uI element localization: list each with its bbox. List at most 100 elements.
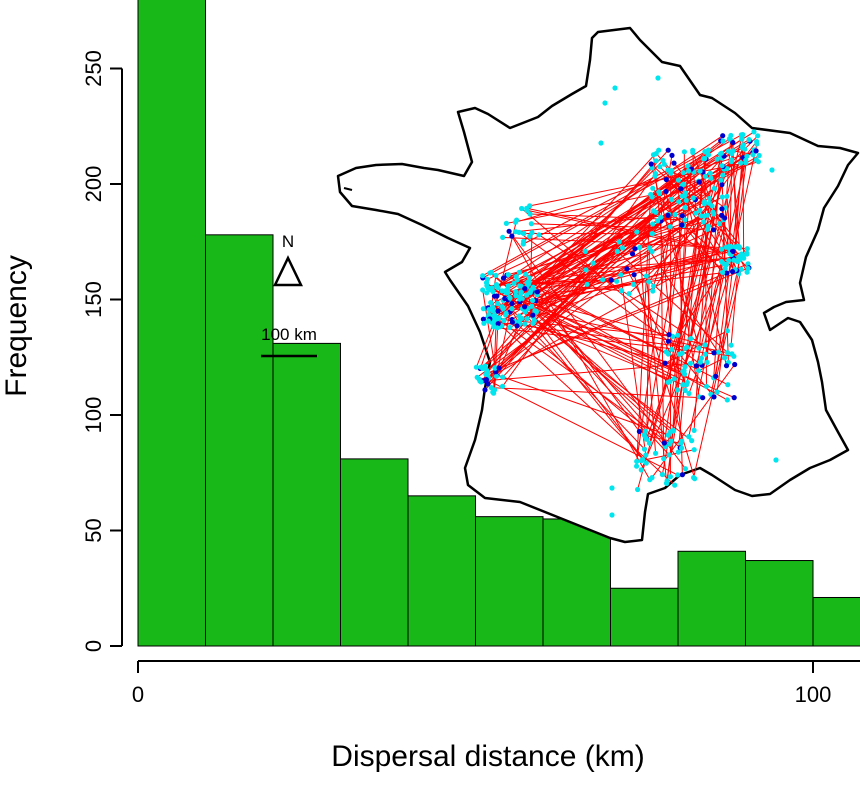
dispersal-origin-point [691, 195, 696, 200]
histogram-bar [138, 0, 206, 646]
dispersal-origin-point [509, 306, 514, 311]
dispersal-destination-point [680, 194, 685, 199]
dispersal-destination-point [487, 307, 492, 312]
dispersal-destination-point [708, 171, 713, 176]
dispersal-destination-point [493, 316, 498, 321]
dispersal-destination-point [523, 272, 528, 277]
dispersal-origin-point [591, 261, 596, 266]
dispersal-origin-point [745, 266, 750, 271]
x-axis: 0100200300400500600 [132, 661, 860, 707]
dispersal-origin-point [747, 137, 752, 142]
dispersal-destination-point [739, 267, 744, 272]
dispersal-origin-point [661, 456, 666, 461]
dispersal-origin-point [679, 439, 684, 444]
y-axis-title: Frequency [0, 255, 33, 397]
dispersal-destination-point [720, 163, 725, 168]
histogram-bar [611, 588, 679, 646]
dispersal-origin-point [736, 254, 741, 259]
dispersal-destination-point [501, 276, 506, 281]
dispersal-origin-point [653, 171, 658, 176]
histogram-bar [678, 551, 746, 646]
dispersal-origin-point [692, 428, 697, 433]
dispersal-destination-point [513, 289, 518, 294]
histogram-bar [206, 235, 274, 646]
dispersal-destination-point [484, 377, 489, 382]
dispersal-destination-point [529, 221, 534, 226]
dispersal-origin-point [672, 376, 677, 381]
dispersal-origin-point [481, 321, 486, 326]
dispersal-origin-point [744, 251, 749, 256]
dispersal-origin-point [532, 318, 537, 323]
dispersal-destination-point [497, 365, 502, 370]
dispersal-origin-point [703, 352, 708, 357]
dispersal-origin-point [478, 365, 483, 370]
dispersal-destination-point [724, 363, 729, 368]
dispersal-destination-point [713, 374, 718, 379]
scale-label: 100 km [261, 325, 317, 344]
dispersal-origin-point [609, 485, 614, 490]
dispersal-destination-point [666, 148, 671, 153]
dispersal-origin-point [688, 361, 693, 366]
dispersal-destination-point [666, 339, 671, 344]
dispersal-destination-point [494, 293, 499, 298]
dispersal-origin-point [719, 247, 724, 252]
dispersal-destination-point [711, 227, 716, 232]
north-arrow: N [275, 232, 301, 285]
dispersal-origin-point [536, 232, 541, 237]
histogram-bar [813, 597, 860, 646]
dispersal-origin-point [644, 273, 649, 278]
dispersal-destination-point [664, 177, 669, 182]
dispersal-destination-point [609, 277, 614, 282]
dispersal-origin-point [639, 458, 644, 463]
dispersal-destination-point [639, 467, 644, 472]
dispersal-origin-point [507, 296, 512, 301]
dispersal-destination-point [726, 258, 731, 263]
dispersal-destination-point [668, 224, 673, 229]
dispersal-destination-point [648, 192, 653, 197]
dispersal-destination-point [615, 249, 620, 254]
dispersal-origin-point [720, 270, 725, 275]
dispersal-destination-point [600, 277, 605, 282]
dispersal-destination-point [743, 160, 748, 165]
dispersal-origin-point [650, 231, 655, 236]
dispersal-origin-point [518, 291, 523, 296]
dispersal-destination-point [650, 186, 655, 191]
dispersal-origin-point [773, 457, 778, 462]
dispersal-origin-point [486, 312, 491, 317]
dispersal-destination-point [480, 273, 485, 278]
dispersal-destination-point [685, 380, 690, 385]
dispersal-destination-point [703, 174, 708, 179]
dispersal-origin-point [669, 347, 674, 352]
dispersal-origin-point [643, 453, 648, 458]
y-tick-label: 50 [81, 518, 106, 542]
dispersal-origin-point [679, 445, 684, 450]
dispersal-origin-point [717, 221, 722, 226]
dispersal-origin-point [500, 375, 505, 380]
dispersal-origin-point [647, 245, 652, 250]
dispersal-origin-point [529, 288, 534, 293]
dispersal-destination-point [720, 194, 725, 199]
dispersal-destination-point [634, 229, 639, 234]
dispersal-destination-point [495, 325, 500, 330]
dispersal-origin-point [676, 450, 681, 455]
north-triangle-icon [275, 258, 301, 285]
dispersal-destination-point [722, 215, 727, 220]
dispersal-destination-point [696, 345, 701, 350]
dispersal-destination-point [707, 201, 712, 206]
dispersal-origin-point [702, 199, 707, 204]
dispersal-destination-point [516, 313, 521, 318]
dispersal-destination-point [721, 139, 726, 144]
dispersal-destination-point [496, 308, 501, 313]
dispersal-origin-point [660, 158, 665, 163]
dispersal-destination-point [700, 395, 705, 400]
dispersal-destination-point [482, 387, 487, 392]
histogram-bar [341, 459, 409, 646]
dispersal-origin-point [657, 164, 662, 169]
histogram-bar [543, 519, 611, 646]
dispersal-origin-point [655, 75, 660, 80]
dispersal-origin-point [677, 352, 682, 357]
dispersal-destination-point [632, 272, 637, 277]
dispersal-destination-point [679, 222, 684, 227]
